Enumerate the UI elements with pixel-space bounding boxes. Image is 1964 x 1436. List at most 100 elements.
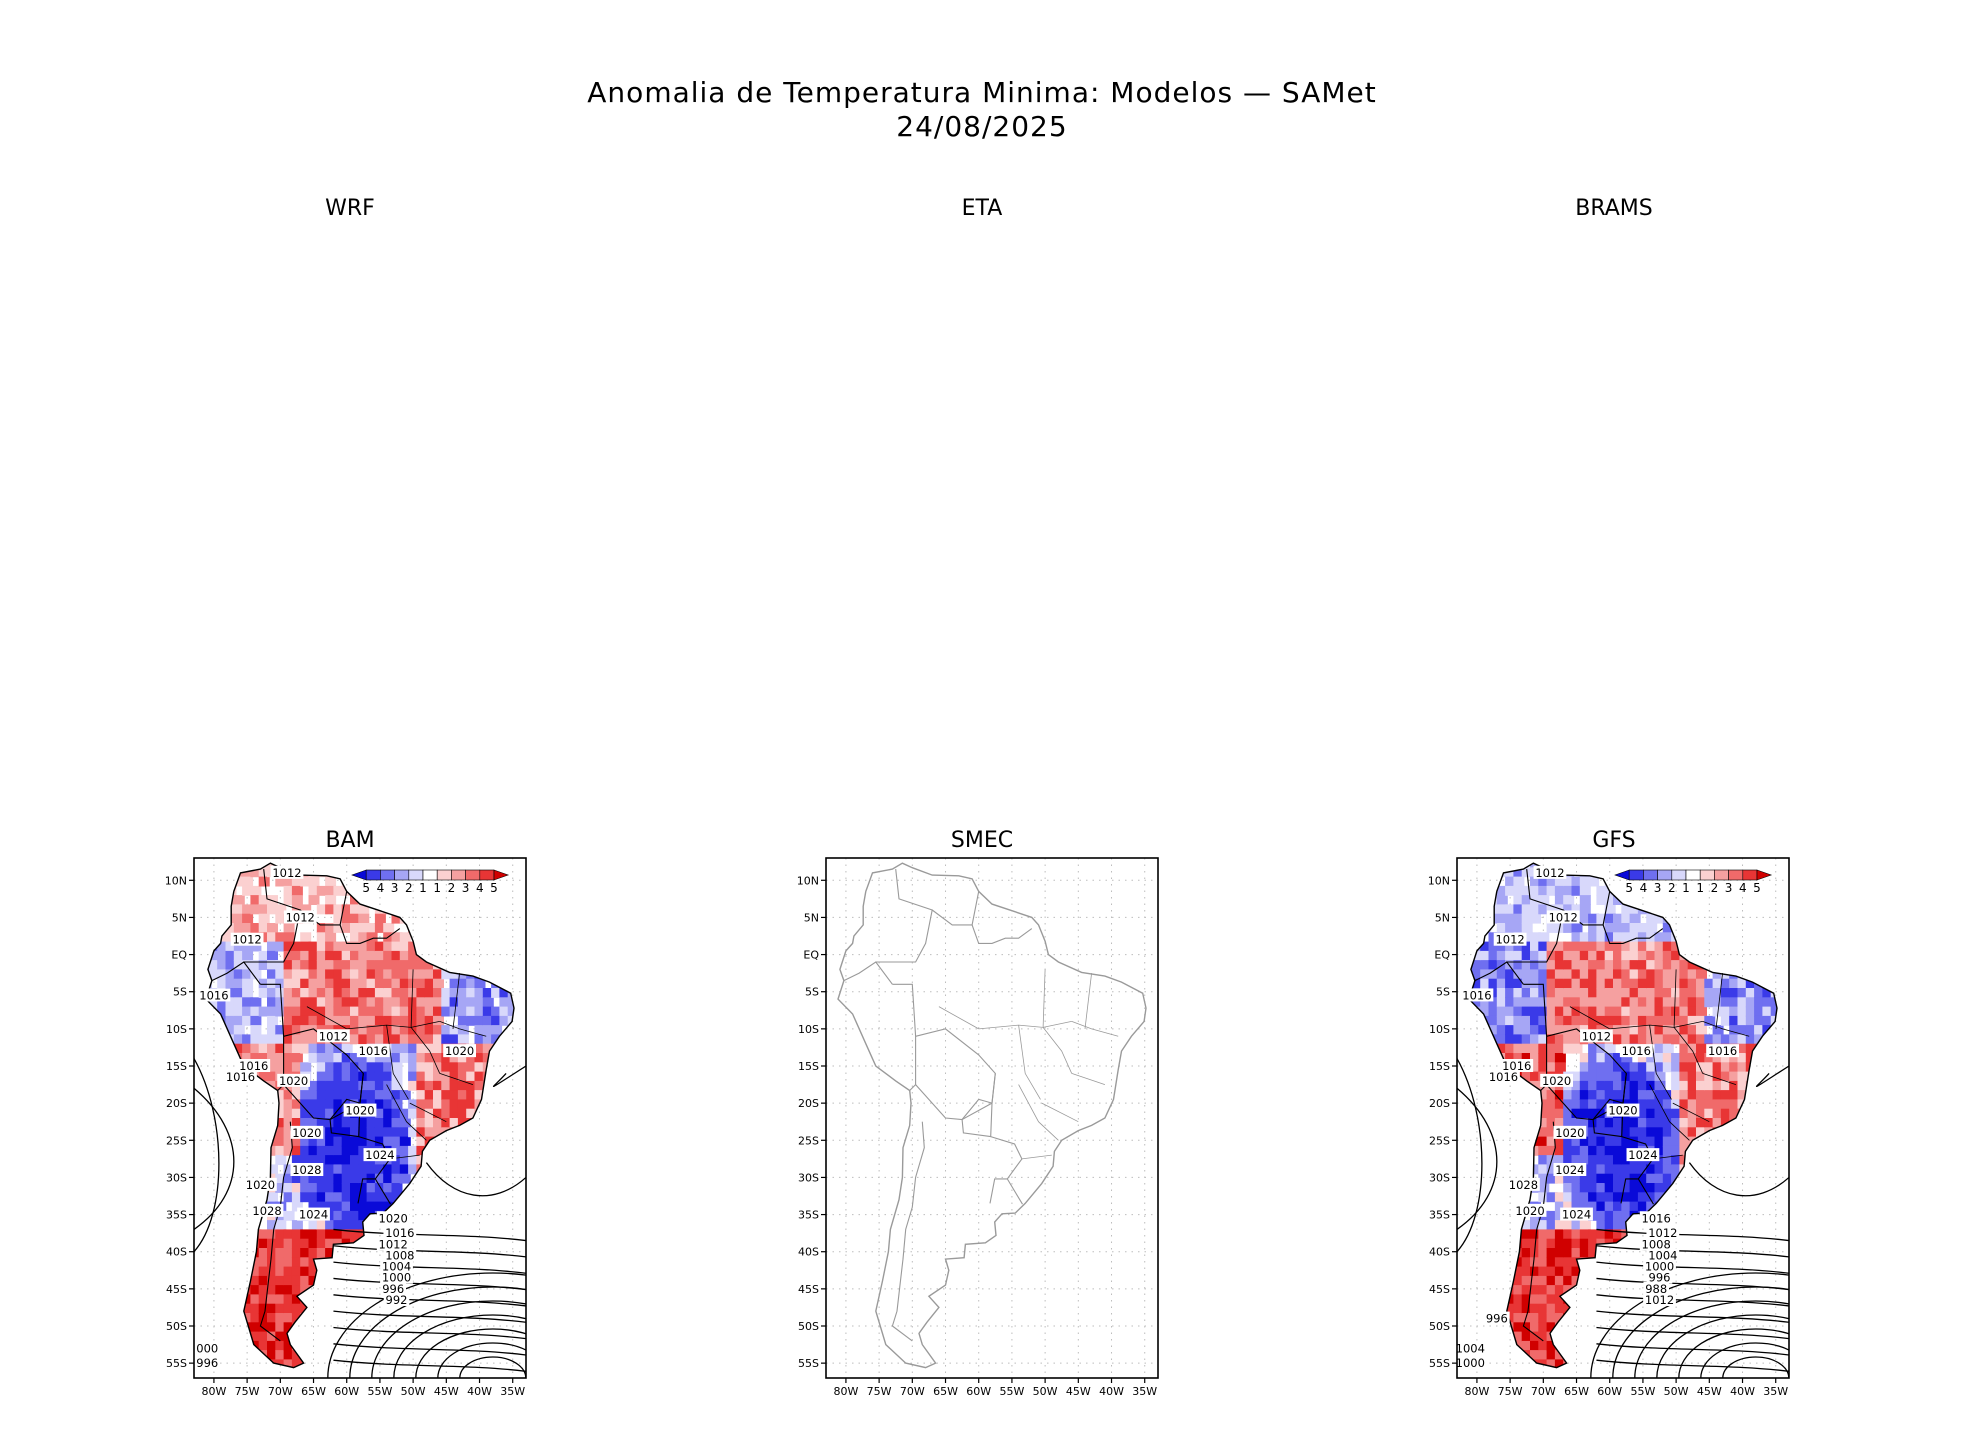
lat-tick-label: 20S bbox=[1429, 1097, 1450, 1110]
isobar-label: 1012 bbox=[1535, 866, 1564, 880]
colorbar-label: 5 bbox=[1625, 881, 1633, 895]
colorbar-box bbox=[1657, 869, 1673, 881]
colorbar-label: 5 bbox=[1753, 881, 1761, 895]
colorbar-label: 2 bbox=[448, 881, 456, 895]
isobar-label-bg bbox=[1643, 1281, 1669, 1295]
lat-tick-label: 45S bbox=[798, 1283, 819, 1296]
isobar-label-bg bbox=[1493, 932, 1527, 946]
lat-tick-label: 25S bbox=[166, 1134, 187, 1147]
lat-tick-label: 10N bbox=[1428, 874, 1450, 887]
colorbar-arrow-high bbox=[1756, 869, 1773, 881]
isobars bbox=[1457, 1058, 1789, 1378]
lat-tick-label: 45S bbox=[166, 1283, 187, 1296]
lat-tick-label: 5S bbox=[805, 986, 819, 999]
isobar-label: 1024 bbox=[1628, 1148, 1657, 1162]
isobar-label-bg bbox=[1643, 1293, 1676, 1306]
colorbar-label: 4 bbox=[377, 881, 385, 895]
isobar-label: 1016 bbox=[1462, 988, 1491, 1002]
isobar-label: 996 bbox=[1486, 1312, 1508, 1326]
isobar-label: 1024 bbox=[1562, 1208, 1591, 1222]
isobar-label-bg bbox=[1484, 1311, 1510, 1325]
isobar-label-bg bbox=[1646, 1248, 1680, 1262]
colorbar-box bbox=[451, 869, 466, 881]
lat-tick-label: 20S bbox=[166, 1097, 187, 1110]
isobar-label-bg bbox=[1643, 1259, 1676, 1273]
lon-tick-label: 40W bbox=[1730, 1385, 1755, 1398]
isobar-label: 000 bbox=[196, 1341, 218, 1355]
lon-tick-label: 45W bbox=[1066, 1385, 1091, 1398]
lon-tick-label: 60W bbox=[966, 1385, 991, 1398]
colorbar-label: 2 bbox=[1711, 881, 1719, 895]
isobar-label: 1020 bbox=[292, 1126, 321, 1140]
isobar-label-bg bbox=[317, 1029, 350, 1043]
colorbar-label: 3 bbox=[391, 881, 399, 895]
isobar-label: 1020 bbox=[445, 1044, 474, 1058]
lon-tick-label: 45W bbox=[434, 1385, 459, 1398]
lat-tick-label: 5S bbox=[1436, 986, 1450, 999]
lon-tick-label: 35W bbox=[500, 1385, 525, 1398]
isobar-label-bg bbox=[194, 1356, 221, 1370]
colorbar-box bbox=[422, 869, 438, 881]
isobar-label: 996 bbox=[196, 1356, 218, 1370]
isobar-label: 1028 bbox=[1509, 1178, 1538, 1192]
lon-tick-label: 50W bbox=[1664, 1385, 1689, 1398]
isobar-label-bg bbox=[1560, 1207, 1593, 1221]
lat-tick-label: 15S bbox=[1429, 1060, 1450, 1073]
isobar-label: 1008 bbox=[1642, 1237, 1671, 1251]
figure-date: 24/08/2025 bbox=[896, 110, 1068, 143]
lat-tick-label: 40S bbox=[166, 1246, 187, 1259]
lat-tick-label: 10S bbox=[1429, 1023, 1450, 1036]
isobar-label: 1028 bbox=[252, 1204, 281, 1218]
isobar-label: 1004 bbox=[1456, 1341, 1485, 1355]
lon-tick-label: 50W bbox=[401, 1385, 426, 1398]
lon-tick-label: 70W bbox=[900, 1385, 925, 1398]
isobar-label-bg bbox=[297, 1207, 330, 1221]
isobar-label: 996 bbox=[382, 1282, 404, 1296]
lat-tick-label: EQ bbox=[803, 949, 819, 962]
isobar-label: 1020 bbox=[279, 1074, 308, 1088]
isobar-label: 1016 bbox=[1622, 1044, 1651, 1058]
colorbar-box bbox=[365, 869, 381, 881]
colorbar-label: 3 bbox=[1654, 881, 1662, 895]
lat-tick-label: 40S bbox=[798, 1246, 819, 1259]
isobar-label: 1000 bbox=[382, 1271, 411, 1285]
lon-tick-label: 35W bbox=[1763, 1385, 1788, 1398]
colorbar-label: 3 bbox=[1725, 881, 1733, 895]
figure-title: Anomalia de Temperatura Minima: Modelos … bbox=[587, 76, 1377, 109]
colorbar-box bbox=[380, 869, 395, 881]
isobar-label-bg bbox=[383, 1293, 410, 1306]
colorbar-label: 1 bbox=[433, 881, 441, 895]
lon-tick-label: 65W bbox=[301, 1385, 326, 1398]
isobar-label-bg bbox=[1507, 1177, 1540, 1191]
isobar-label-bg bbox=[380, 1259, 413, 1273]
panel-title-smec: SMEC bbox=[950, 828, 1014, 853]
isobar-label: 1004 bbox=[1648, 1248, 1677, 1262]
isobar-label-bg bbox=[1626, 1148, 1660, 1162]
isobar-label: 1020 bbox=[246, 1178, 275, 1192]
lat-tick-label: 30S bbox=[798, 1171, 819, 1184]
colorbar-box bbox=[1628, 869, 1644, 881]
isobar-label: 1016 bbox=[1489, 1070, 1518, 1084]
isobar-label: 1016 bbox=[359, 1044, 388, 1058]
isobar-label-bg bbox=[1453, 1341, 1487, 1355]
lat-tick-label: EQ bbox=[171, 949, 187, 962]
isobar-label-bg bbox=[383, 1248, 417, 1262]
isobar-label-bg bbox=[290, 1163, 324, 1176]
lon-tick-label: 35W bbox=[1132, 1385, 1157, 1398]
lon-tick-label: 50W bbox=[1033, 1385, 1058, 1398]
isobar-label: 1020 bbox=[1542, 1074, 1571, 1088]
colorbar-label: 4 bbox=[1640, 881, 1648, 895]
isobar-label-bg bbox=[343, 1103, 377, 1117]
lon-tick-label: 60W bbox=[1597, 1385, 1622, 1398]
lat-tick-label: 5N bbox=[804, 911, 819, 924]
colorbar-arrow-high bbox=[493, 869, 510, 881]
colorbar-label: 2 bbox=[1668, 881, 1676, 895]
colorbar-box bbox=[1699, 869, 1715, 881]
lat-tick-label: 50S bbox=[798, 1320, 819, 1333]
isobar-label: 1012 bbox=[1495, 933, 1524, 947]
isobar-label: 1016 bbox=[385, 1226, 414, 1240]
isobar-label-bg bbox=[376, 1211, 410, 1225]
lon-tick-label: 80W bbox=[833, 1385, 858, 1398]
